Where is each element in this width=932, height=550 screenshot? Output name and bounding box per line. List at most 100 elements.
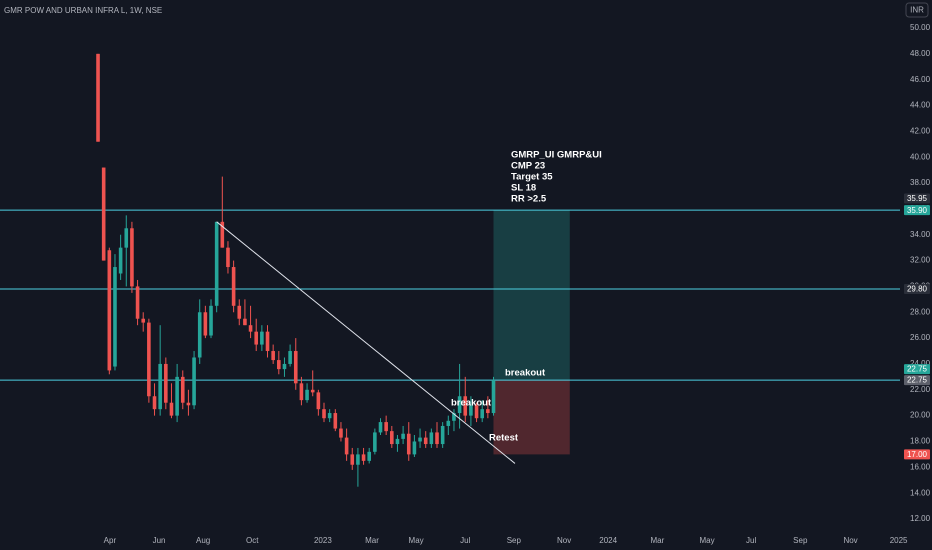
- x-tick-label: Mar: [650, 536, 664, 545]
- y-tick-label: 22.00: [910, 385, 931, 394]
- annotation: RR >2.5: [511, 194, 547, 205]
- target-zone: [493, 210, 570, 381]
- candle-body: [237, 305, 242, 319]
- price-label-box: [904, 375, 930, 386]
- annotation: SL 18: [511, 183, 536, 194]
- price-label: 35.95: [907, 194, 928, 203]
- price-label: 35.90: [907, 206, 928, 215]
- x-tick-label: Jul: [746, 536, 756, 545]
- stop-zone: [493, 380, 570, 455]
- candle-body: [322, 409, 326, 419]
- candle-body: [164, 363, 168, 403]
- y-tick-label: 18.00: [910, 437, 931, 446]
- x-tick-label: 2025: [890, 536, 908, 545]
- price-label: 17.00: [907, 450, 928, 459]
- candle-body: [248, 325, 253, 332]
- price-label: 22.75: [907, 376, 928, 385]
- candle-body: [118, 247, 123, 274]
- y-tick-label: 38.00: [910, 178, 931, 187]
- candle-body: [130, 228, 134, 287]
- candle-body: [395, 438, 400, 445]
- candle-body: [339, 428, 343, 438]
- candle-body: [446, 420, 451, 426]
- candle-body: [293, 351, 298, 384]
- annotation: breakout: [505, 368, 546, 379]
- candle-body: [288, 351, 292, 364]
- candle-body: [412, 441, 417, 455]
- y-tick-label: 12.00: [910, 514, 931, 523]
- candle-body: [169, 402, 174, 416]
- price-label-box: [904, 284, 930, 295]
- annotation: Target 35: [511, 172, 553, 183]
- candle-body: [158, 363, 162, 410]
- candle-body: [107, 250, 112, 371]
- candle-body: [316, 392, 321, 410]
- y-tick-label: 40.00: [910, 152, 931, 161]
- candle-body: [305, 389, 309, 401]
- y-tick-label: 14.00: [910, 488, 931, 497]
- y-tick-label: 50.00: [910, 23, 931, 32]
- candle-body: [254, 331, 259, 345]
- candle-body: [226, 247, 230, 268]
- candle-body: [373, 432, 377, 452]
- annotation: GMRP_UI GMRP&UI: [511, 150, 602, 161]
- candle-body: [452, 413, 456, 421]
- candle-body: [192, 357, 196, 406]
- candle-body: [378, 422, 383, 433]
- trendline: [216, 221, 516, 464]
- y-tick-label: 20.00: [910, 411, 931, 420]
- candle-body: [186, 402, 191, 406]
- candle-body: [423, 437, 428, 445]
- candle-body: [418, 437, 422, 442]
- y-tick-label: 32.00: [910, 256, 931, 265]
- price-label: 29.80: [907, 285, 928, 294]
- candle-body: [457, 396, 462, 414]
- x-tick-label: 2023: [314, 536, 332, 545]
- annotation: CMP 23: [511, 161, 545, 172]
- candle-body: [327, 413, 332, 419]
- x-tick-label: Oct: [246, 536, 259, 545]
- candle-body: [356, 454, 360, 465]
- candle-body: [486, 409, 490, 414]
- y-tick-label: 34.00: [910, 230, 931, 239]
- candle-body: [384, 422, 388, 432]
- candle-body: [429, 432, 434, 445]
- candle-body: [282, 363, 287, 370]
- candle-body: [271, 351, 275, 361]
- x-tick-label: Jun: [153, 536, 166, 545]
- candle-body: [367, 451, 372, 461]
- annotation: Retest: [489, 433, 519, 444]
- y-tick-label: 42.00: [910, 126, 931, 135]
- x-tick-label: May: [699, 536, 714, 545]
- x-tick-label: Apr: [104, 536, 117, 545]
- x-tick-label: Nov: [557, 536, 571, 545]
- candle-body: [260, 331, 264, 345]
- x-tick-label: 2024: [599, 536, 617, 545]
- x-tick-label: May: [409, 536, 424, 545]
- candle-body: [101, 167, 106, 261]
- candle-body: [141, 318, 146, 323]
- x-tick-label: Sep: [793, 536, 808, 545]
- candle-body: [310, 389, 315, 393]
- y-tick-label: 26.00: [910, 333, 931, 342]
- candle-body: [350, 454, 355, 465]
- candle-body: [361, 454, 366, 461]
- y-tick-label: 16.00: [910, 462, 931, 471]
- candle-body: [152, 396, 157, 410]
- y-tick-label: 24.00: [910, 359, 931, 368]
- annotation: breakout: [451, 398, 492, 409]
- candle-body: [180, 376, 185, 403]
- currency: INR: [910, 6, 924, 15]
- candle-body: [406, 433, 411, 455]
- currency-box: [905, 2, 929, 18]
- candle-body: [299, 383, 304, 401]
- y-tick-label: 46.00: [910, 75, 931, 84]
- price-label-box: [904, 364, 930, 375]
- candle-body: [463, 396, 468, 416]
- candle-body: [175, 376, 179, 416]
- candle-body: [440, 425, 445, 445]
- x-tick-label: Aug: [196, 536, 210, 545]
- candle-body: [220, 221, 225, 248]
- price-label-box: [904, 193, 930, 204]
